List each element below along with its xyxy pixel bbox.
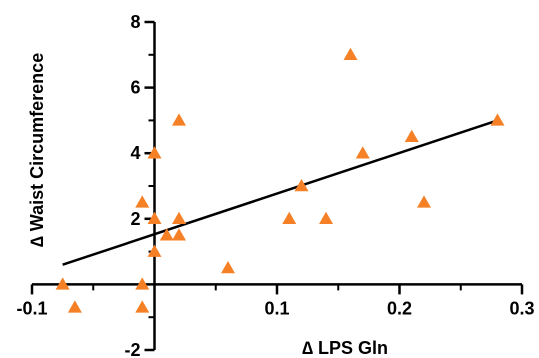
data-point-triangle <box>135 195 150 208</box>
data-point-triangle <box>404 129 419 143</box>
data-point-triangle <box>147 244 162 257</box>
data-point-triangle <box>282 211 297 225</box>
data-point-triangle <box>319 211 333 225</box>
data-point-triangle <box>135 300 150 313</box>
data-point-triangle <box>172 113 186 126</box>
x-axis-title: ∆ LPS Gln <box>302 338 388 358</box>
data-points <box>55 47 505 313</box>
data-point-triangle <box>343 47 358 61</box>
data-point-triangle <box>221 261 235 274</box>
y-tick-label: -2 <box>124 340 140 358</box>
y-axis-title: ∆ Waist Circumference <box>27 53 47 247</box>
y-tick-label: 8 <box>130 12 140 32</box>
x-tick-label: 0.3 <box>509 298 534 318</box>
y-tick-label: 2 <box>130 209 140 229</box>
data-point-triangle <box>147 211 162 225</box>
data-point-triangle <box>490 113 505 126</box>
data-point-triangle <box>135 277 150 290</box>
data-point-triangle <box>417 195 431 208</box>
x-tick-label: 0.1 <box>264 298 289 318</box>
y-tick-label: 4 <box>130 143 140 163</box>
data-point-triangle <box>294 179 309 192</box>
x-ticks: -0.1 0.1 0.2 0.3 <box>16 284 535 318</box>
y-tick-label: 6 <box>130 78 140 98</box>
data-point-triangle <box>67 300 82 313</box>
data-point-triangle <box>172 228 186 241</box>
data-point-triangle <box>147 146 162 159</box>
x-tick-label: -0.1 <box>16 298 47 318</box>
y-ticks: -2 2 4 6 8 <box>124 12 155 358</box>
data-point-triangle <box>55 277 70 290</box>
x-tick-label: 0.2 <box>387 298 412 318</box>
data-point-triangle <box>355 146 370 159</box>
data-point-triangle <box>172 211 186 225</box>
regression-line <box>62 119 498 266</box>
axes: -0.1 0.1 0.2 0.3 -2 2 4 6 8 <box>16 12 534 358</box>
data-point-triangle <box>159 228 174 241</box>
